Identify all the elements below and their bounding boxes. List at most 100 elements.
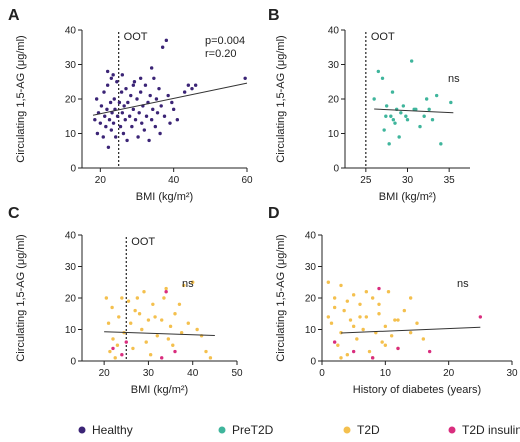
data-point-healthy (102, 90, 106, 94)
data-point-healthy (129, 93, 133, 98)
y-tick-label: 30 (65, 262, 77, 273)
data-point-healthy (170, 100, 174, 105)
data-point-pret2d (418, 124, 422, 129)
x-tick-label: 20 (443, 368, 455, 379)
data-point-t2d (326, 280, 331, 284)
y-tick-label: 30 (328, 60, 340, 71)
data-point-t2d-insulin-tx (396, 346, 400, 351)
x-tick-label: 30 (506, 368, 518, 379)
data-point-healthy (98, 121, 103, 125)
data-point-healthy (158, 131, 162, 136)
data-point-pret2d (424, 97, 429, 101)
data-point-t2d (117, 315, 121, 319)
data-point-t2d (342, 308, 346, 313)
data-point-healthy (110, 111, 114, 115)
legend-label: T2D insulin Tx (462, 423, 520, 437)
data-point-healthy (106, 145, 111, 149)
data-point-t2d (386, 290, 391, 294)
data-point-t2d (367, 349, 372, 354)
data-point-healthy (130, 124, 134, 129)
data-point-t2d (186, 321, 190, 325)
data-point-healthy (142, 128, 147, 132)
data-point-healthy (140, 121, 144, 125)
data-point-t2d (171, 343, 175, 347)
data-point-t2d (348, 318, 353, 322)
x-tick-label: 50 (231, 368, 243, 379)
panel-d: D 0 10 20 30 40 0 10 20 30 History of diabetes (ye… (268, 205, 518, 396)
data-point-pret2d (393, 121, 397, 125)
data-point-t2d (380, 340, 384, 344)
data-point-t2d (160, 318, 164, 322)
data-point-healthy (124, 86, 128, 91)
y-tick-label: 20 (328, 95, 340, 106)
data-point-pret2d (449, 100, 453, 105)
y-tick-label: 0 (70, 357, 76, 368)
data-point-pret2d (430, 118, 435, 122)
data-point-healthy (126, 100, 130, 105)
data-point-pret2d (397, 135, 401, 139)
data-point-t2d (351, 293, 356, 297)
x-tick-label: 35 (444, 175, 456, 186)
x-axis-label: BMI (kg/m²) (136, 191, 193, 203)
y-tick-label: 10 (305, 325, 317, 336)
oot-label: OOT (371, 31, 395, 43)
y-axis-label: Circulating 1,5-AG (μg/ml) (275, 35, 287, 162)
data-point-t2d (370, 296, 375, 300)
data-point-healthy (125, 138, 129, 143)
data-point-t2d (168, 324, 173, 329)
x-tick-label: 30 (402, 175, 414, 186)
data-point-healthy (153, 124, 158, 129)
data-point-healthy (155, 111, 160, 115)
data-point-t2d (166, 337, 171, 341)
data-point-t2d (148, 353, 153, 357)
data-point-healthy (104, 124, 108, 129)
data-point-healthy (109, 76, 114, 81)
data-point-t2d-insulin-tx (377, 286, 381, 291)
data-point-pret2d (390, 90, 395, 94)
y-tick-label: 40 (305, 231, 317, 242)
data-point-healthy (101, 135, 105, 139)
data-point-healthy (118, 124, 123, 129)
x-tick-label: 60 (241, 175, 253, 186)
data-point-pret2d (412, 107, 416, 112)
data-point-healthy (149, 66, 154, 70)
data-point-pret2d (387, 142, 391, 146)
data-point-t2d (142, 290, 146, 294)
data-point-healthy (103, 114, 107, 118)
data-point-pret2d (434, 93, 439, 98)
data-point-pret2d (401, 104, 406, 108)
data-point-t2d (177, 302, 182, 306)
data-point-healthy (127, 114, 132, 118)
x-tick-label: 10 (380, 368, 392, 379)
y-axis-label: Circulating 1,5-AG (μg/ml) (275, 234, 287, 361)
data-point-t2d-insulin-tx (332, 340, 337, 344)
data-point-t2d (115, 343, 120, 347)
ns-label: ns (457, 278, 469, 290)
panel-letter: B (268, 7, 280, 24)
p-value: p=0.004 (205, 35, 245, 47)
data-point-t2d (351, 324, 356, 329)
data-point-healthy (154, 97, 159, 101)
data-point-healthy (133, 118, 138, 122)
panel-letter: C (8, 205, 20, 222)
data-point-t2d (377, 312, 381, 316)
data-point-healthy (121, 131, 126, 136)
data-point-t2d (140, 327, 144, 332)
regression-line (374, 108, 454, 114)
data-point-t2d (339, 283, 343, 288)
data-point-t2d (421, 337, 426, 341)
data-point-healthy (160, 45, 165, 49)
x-tick-label: 0 (319, 368, 325, 379)
data-point-t2d (208, 356, 213, 360)
data-point-pret2d (372, 97, 376, 101)
panel-letter: D (268, 205, 280, 222)
data-point-t2d (204, 349, 208, 354)
data-point-t2d (329, 321, 334, 325)
data-point-t2d (179, 330, 184, 335)
x-axis-label: History of diabetes (years) (353, 384, 481, 396)
data-point-pret2d (391, 118, 396, 122)
data-point-t2d (182, 283, 186, 288)
data-point-pret2d (405, 118, 410, 122)
data-point-healthy (99, 104, 104, 108)
